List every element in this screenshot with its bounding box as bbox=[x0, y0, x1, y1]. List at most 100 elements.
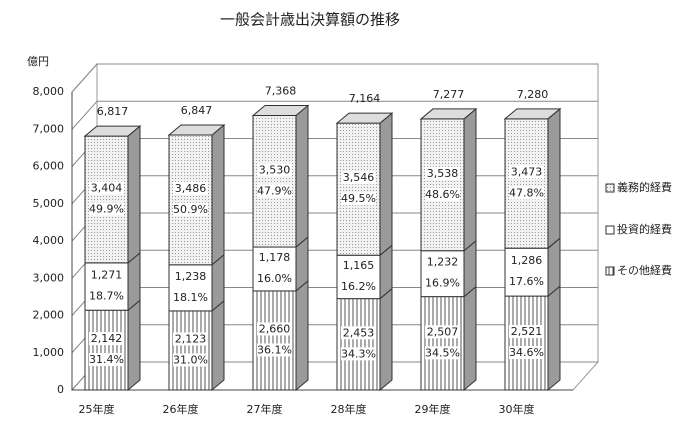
bar-segment bbox=[252, 115, 297, 248]
total-label: 7,368 bbox=[265, 85, 297, 98]
label-bg bbox=[425, 187, 460, 201]
bar-segment bbox=[504, 118, 549, 249]
share-label: 17.6% bbox=[509, 275, 544, 288]
label-bg bbox=[509, 346, 544, 360]
bar-top bbox=[83, 125, 142, 137]
legend-label: その他経費 bbox=[617, 263, 672, 277]
chart-title: 一般会計歳出決算額の推移 bbox=[220, 11, 400, 29]
value-label: 1,178 bbox=[259, 251, 291, 264]
share-label: 49.9% bbox=[89, 202, 124, 215]
legend-swatch bbox=[605, 225, 615, 235]
label-bg bbox=[173, 202, 208, 216]
x-tick-label: 26年度 bbox=[163, 402, 199, 416]
share-label: 34.3% bbox=[341, 347, 376, 360]
label-bg bbox=[173, 269, 208, 283]
label-bg bbox=[257, 322, 292, 336]
y-tick-label: 8,000 bbox=[33, 85, 65, 98]
grid-line bbox=[71, 100, 598, 130]
bar-top bbox=[419, 108, 478, 120]
label-bg bbox=[509, 254, 544, 268]
bar-side bbox=[127, 299, 141, 392]
label-bg bbox=[173, 353, 208, 367]
total-label: 7,280 bbox=[517, 88, 549, 101]
total-label: 6,847 bbox=[181, 104, 213, 117]
legend-swatch bbox=[605, 266, 615, 276]
x-tick-label: 28年度 bbox=[331, 402, 367, 416]
label-bg bbox=[341, 326, 376, 340]
label-bg bbox=[173, 290, 208, 304]
value-label: 3,473 bbox=[511, 166, 543, 179]
legend-label: 投資的経費 bbox=[617, 222, 672, 236]
label-bg bbox=[425, 325, 460, 339]
label-bg bbox=[89, 202, 124, 216]
bar-side bbox=[547, 285, 561, 392]
label-bg bbox=[425, 255, 460, 269]
label-bg bbox=[341, 171, 376, 185]
value-label: 3,538 bbox=[427, 167, 459, 180]
value-label: 2,142 bbox=[91, 332, 123, 345]
x-tick-label: 25年度 bbox=[79, 402, 115, 416]
label-bg bbox=[257, 343, 292, 357]
bar-side bbox=[379, 287, 393, 392]
bar-segment bbox=[420, 118, 465, 252]
label-bg bbox=[257, 250, 292, 264]
label-bg bbox=[173, 181, 208, 195]
share-label: 31.0% bbox=[173, 353, 208, 366]
label-bg bbox=[509, 186, 544, 200]
label-bg bbox=[509, 165, 544, 179]
y-tick-label: 6,000 bbox=[33, 160, 65, 173]
value-label: 3,404 bbox=[91, 181, 123, 194]
share-label: 36.1% bbox=[257, 343, 292, 356]
bar-top bbox=[335, 112, 394, 124]
share-label: 47.8% bbox=[509, 187, 544, 200]
grid-line bbox=[71, 63, 598, 93]
label-bg bbox=[341, 279, 376, 293]
share-label: 50.9% bbox=[173, 203, 208, 216]
share-label: 18.1% bbox=[173, 291, 208, 304]
label-bg bbox=[425, 166, 460, 180]
bar-side bbox=[463, 107, 477, 252]
value-label: 3,530 bbox=[259, 163, 291, 176]
bar-segment bbox=[168, 310, 213, 391]
label-bg bbox=[257, 271, 292, 285]
share-label: 31.4% bbox=[89, 353, 124, 366]
legend-swatch bbox=[605, 183, 615, 193]
bar-top bbox=[167, 124, 226, 136]
bar-segment bbox=[336, 298, 381, 391]
value-label: 1,238 bbox=[175, 270, 207, 283]
value-label: 2,123 bbox=[175, 332, 207, 345]
y-tick-label: 3,000 bbox=[33, 271, 65, 284]
y-tick-label: 7,000 bbox=[33, 122, 65, 135]
label-bg bbox=[89, 332, 124, 346]
label-bg bbox=[425, 276, 460, 290]
bar-top bbox=[503, 108, 562, 120]
value-label: 2,453 bbox=[343, 326, 375, 339]
label-bg bbox=[89, 268, 124, 282]
label-bg bbox=[89, 181, 124, 195]
label-bg bbox=[89, 353, 124, 367]
share-label: 48.6% bbox=[425, 188, 460, 201]
y-tick-label: 0 bbox=[57, 383, 64, 396]
bar-side bbox=[211, 123, 225, 266]
total-label: 6,817 bbox=[97, 105, 129, 118]
label-bg bbox=[89, 289, 124, 303]
share-label: 34.6% bbox=[509, 346, 544, 359]
y-tick-label: 4,000 bbox=[33, 234, 65, 247]
y-tick-label: 2,000 bbox=[33, 309, 65, 322]
total-label: 7,277 bbox=[433, 88, 465, 101]
value-label: 2,521 bbox=[511, 325, 543, 338]
bar-side bbox=[547, 107, 561, 250]
share-label: 49.5% bbox=[341, 192, 376, 205]
total-label: 7,164 bbox=[349, 92, 381, 105]
bar-side bbox=[295, 104, 309, 249]
share-label: 18.7% bbox=[89, 290, 124, 303]
x-tick-label: 29年度 bbox=[415, 402, 451, 416]
label-bg bbox=[257, 184, 292, 198]
bar-side bbox=[127, 124, 141, 264]
label-bg bbox=[509, 275, 544, 289]
bar-top bbox=[251, 105, 310, 117]
label-bg bbox=[257, 163, 292, 177]
share-label: 16.2% bbox=[341, 280, 376, 293]
y-tick-label: 1,000 bbox=[33, 346, 65, 359]
